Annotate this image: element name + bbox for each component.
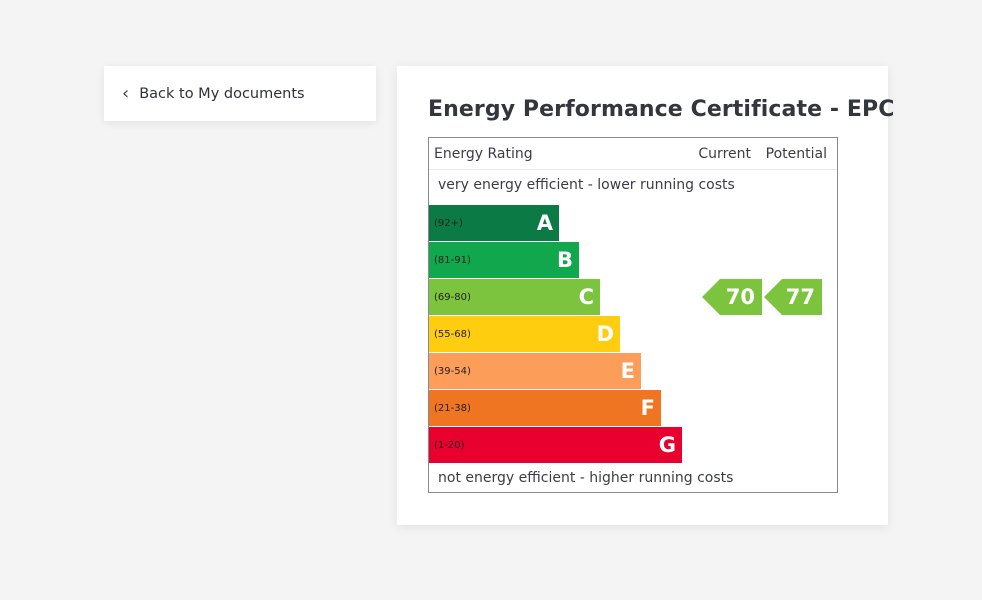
epc-header: Energy Rating Current Potential (429, 138, 837, 170)
band-letter: E (620, 359, 635, 383)
band-range: (81-91) (434, 254, 471, 266)
band-range: (55-68) (434, 328, 471, 340)
efficient-note: very energy efficient - lower running co… (438, 177, 735, 193)
current-rating-value: 70 (725, 285, 755, 309)
current-rating-arrow: 70 (702, 279, 762, 315)
band-letter: C (578, 285, 594, 309)
band-letter: D (596, 322, 614, 346)
band-c: (69-80) C (429, 279, 600, 315)
potential-rating-arrow: 77 (764, 279, 822, 315)
inefficient-note: not energy efficient - higher running co… (438, 470, 734, 486)
band-letter: F (640, 396, 655, 420)
band-letter: A (536, 211, 553, 235)
epc-card: Energy Performance Certificate - EPC Ene… (397, 66, 894, 525)
back-to-documents-button[interactable]: ‹ Back to My documents (104, 66, 376, 121)
band-a: (92+) A (429, 205, 559, 241)
epc-rating-chart: Energy Rating Current Potential very ene… (428, 137, 838, 493)
page-title: Energy Performance Certificate - EPC (428, 97, 895, 122)
band-letter: B (556, 248, 573, 272)
band-letter: G (658, 433, 676, 457)
band-b: (81-91) B (429, 242, 579, 278)
band-range: (21-38) (434, 402, 471, 414)
potential-header: Potential (765, 146, 827, 162)
band-range: (92+) (434, 217, 463, 229)
band-f: (21-38) F (429, 390, 661, 426)
band-range: (39-54) (434, 365, 471, 377)
energy-rating-header: Energy Rating (434, 146, 533, 162)
band-range: (69-80) (434, 291, 471, 303)
back-label: Back to My documents (139, 85, 305, 102)
current-header: Current (698, 146, 751, 162)
band-g: (1-20) G (429, 427, 682, 463)
chevron-left-icon: ‹ (122, 82, 130, 104)
band-range: (1-20) (434, 439, 465, 451)
band-e: (39-54) E (429, 353, 641, 389)
potential-rating-value: 77 (785, 285, 815, 309)
band-d: (55-68) D (429, 316, 620, 352)
